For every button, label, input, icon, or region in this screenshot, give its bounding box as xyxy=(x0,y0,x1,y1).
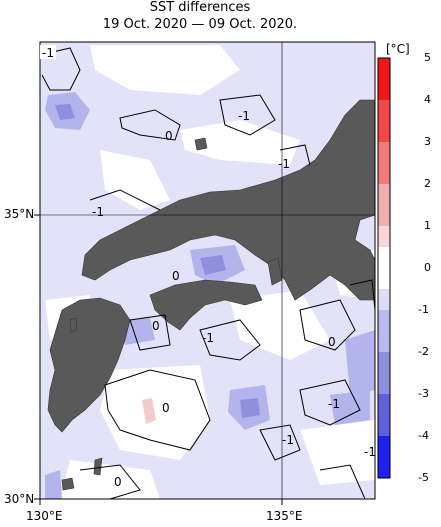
map-frame xyxy=(39,41,376,500)
x-label-135e: 135°E xyxy=(266,509,303,523)
map-date-range: 19 Oct. 2020 — 09 Oct. 2020. xyxy=(102,17,298,32)
land-yakushima xyxy=(61,477,75,491)
x-label-130e: 130°E xyxy=(26,509,63,523)
colorbar-tick: -5 xyxy=(418,471,429,484)
map-title: SST differences xyxy=(149,0,251,15)
near-zero-sea-patches xyxy=(45,45,375,499)
colorbar-tick: 1 xyxy=(424,219,431,232)
y-label-30n: 30°N xyxy=(4,492,35,506)
colorbar-tick: 4 xyxy=(424,93,431,106)
land-kyushu xyxy=(47,297,131,433)
contour-label: -1 xyxy=(282,433,294,447)
y-label-35n: 35°N xyxy=(4,207,35,221)
colorbar-tick: 0 xyxy=(424,261,431,274)
contour-label: 0 xyxy=(162,401,170,415)
contour-label: -1 xyxy=(364,445,376,459)
land-shikoku xyxy=(149,279,263,331)
graticule xyxy=(40,42,375,499)
contour-label: -1 xyxy=(328,397,340,411)
colorbar-tick: -1 xyxy=(418,303,429,316)
land-tsushima xyxy=(69,317,78,333)
colorbar-tick: -2 xyxy=(418,345,429,358)
colorbar-tick: 5 xyxy=(424,51,431,64)
contour-label: -1 xyxy=(42,46,54,60)
land-oki xyxy=(194,137,208,151)
contour-label: -1 xyxy=(278,157,290,171)
warm-anomaly-spot xyxy=(142,398,156,424)
contour-label: 0 xyxy=(165,129,173,143)
contour-label: 0 xyxy=(152,319,160,333)
contour-label-group: -1 0 -1 0 -1 -1 -1 0 -1 -1 0 -1 0 0 xyxy=(40,45,376,489)
contour-label: 0 xyxy=(328,335,336,349)
colorbar-unit: [°C] xyxy=(386,42,410,56)
strong-cool-spots xyxy=(55,104,260,418)
colorbar-tick: 2 xyxy=(424,177,431,190)
land-tanegashima xyxy=(93,457,103,476)
contour-label: 0 xyxy=(114,475,122,489)
land-masses xyxy=(47,99,376,491)
land-honshu xyxy=(81,99,376,301)
colorbar-tick: -4 xyxy=(418,429,429,442)
contour-label: -1 xyxy=(202,331,214,345)
colorbar-tick: 3 xyxy=(424,135,431,148)
axis-ticks xyxy=(34,214,283,505)
contour-label: -1 xyxy=(238,109,250,123)
contour-lines xyxy=(39,47,376,500)
colorbar-tick: -3 xyxy=(418,387,429,400)
contour-label: 0 xyxy=(172,269,180,283)
contour-label: -1 xyxy=(92,205,104,219)
colorbar xyxy=(377,57,391,479)
